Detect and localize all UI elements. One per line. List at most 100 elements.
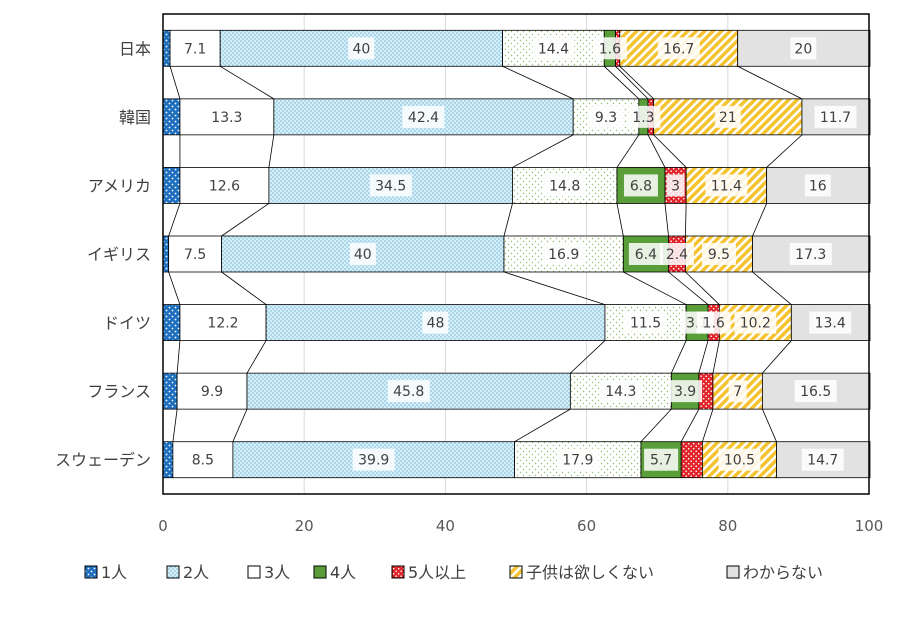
series-line [680,408,700,442]
legend-label: 3人 [264,563,290,582]
series-line [685,203,687,237]
data-label: 14.7 [807,453,838,469]
series-line [712,340,720,374]
x-tick-label: 40 [436,517,455,535]
data-label: 6.4 [635,247,657,263]
series-line [762,408,777,442]
data-label: 17.3 [795,247,826,263]
data-label-bg [657,37,700,60]
series-line [176,340,181,374]
legend-swatch [166,565,180,579]
data-label-bg [814,105,857,128]
series-line [169,66,181,99]
series-line [619,65,654,100]
data-label: 7.1 [184,41,206,57]
legend-label: 5人以上 [408,563,466,582]
data-label: 2.4 [666,247,688,263]
data-label: 20 [794,41,812,57]
data-label: 3 [671,178,680,194]
data-label: 39.9 [358,453,389,469]
series-line [616,134,640,168]
data-label-bg [705,174,748,197]
series-line [766,134,803,168]
data-label-bg [369,174,412,197]
data-label-bg [195,380,230,403]
series-line [685,271,720,305]
series-line [668,271,709,305]
data-label: 11.4 [711,178,742,194]
series-line [616,203,624,237]
data-label-bg [203,174,246,197]
data-label-bg [794,380,837,403]
category-label: アメリカ [88,176,151,195]
data-label-bg [644,448,679,471]
series-line [221,203,270,237]
bar-segment [162,167,181,204]
legend-swatch [726,565,740,579]
data-label-bg [623,174,658,197]
legend-swatch [84,565,98,579]
x-tick-label: 100 [855,517,884,535]
category-label: 日本 [119,39,151,58]
data-label-bg [387,380,430,403]
data-label-bg [628,243,663,265]
data-label-bg [696,311,731,334]
series-line [752,271,792,305]
series-line [570,340,606,374]
legend: 1人 2人 3人 4人 5人以上 子供は欲しくない わからない [84,563,823,582]
data-label: 14.8 [549,178,580,194]
data-label-bg [659,243,694,265]
series-line [737,65,803,100]
legend-swatch [509,565,523,579]
bar-segment [162,29,171,67]
legend-swatch [391,565,405,579]
data-label: 14.4 [538,41,569,57]
data-label-bg [349,243,376,265]
data-label: 9.3 [595,110,617,126]
data-label: 16.5 [800,384,831,400]
x-tick-label: 0 [158,517,168,535]
series-line [246,340,267,374]
data-label-bg [804,174,831,197]
bars [162,29,871,479]
data-label: 11.5 [630,316,661,332]
bar-segment [680,441,703,479]
data-label: 16 [809,178,827,194]
data-label: 13.4 [815,316,846,332]
series-line [647,134,666,168]
data-label-bg [402,105,445,128]
data-label: 13.3 [211,110,242,126]
category-label: イギリス [87,245,151,264]
category-label: ドイツ [103,314,151,333]
series-line [615,66,649,100]
data-label: 16.9 [548,247,579,263]
series-line [603,65,640,100]
legend-label: わからない [743,563,823,582]
data-label: 21 [719,110,737,126]
data-label-bg [185,448,220,471]
data-label-bg [178,243,213,265]
data-label-bg [734,311,777,334]
legend-swatch [313,565,327,579]
data-label: 16.7 [663,41,694,57]
category-label: フランス [87,382,151,401]
series-line [752,203,767,237]
series-line [514,408,571,443]
series-line [664,203,669,237]
series-line [762,340,792,374]
data-label-bg [422,311,449,334]
data-label-bg [801,448,844,471]
data-label-bg [178,37,213,60]
data-label: 12.2 [207,316,238,332]
series-lines [168,65,803,443]
data-label: 10.2 [740,316,771,332]
series-line [623,271,687,305]
data-label-bg [352,448,395,471]
data-label-bg [668,380,703,403]
x-tick-label: 20 [295,517,314,535]
series-line [670,340,687,374]
plot-frame [162,13,870,495]
data-label-bg [701,243,736,265]
data-label-bg [790,37,817,60]
